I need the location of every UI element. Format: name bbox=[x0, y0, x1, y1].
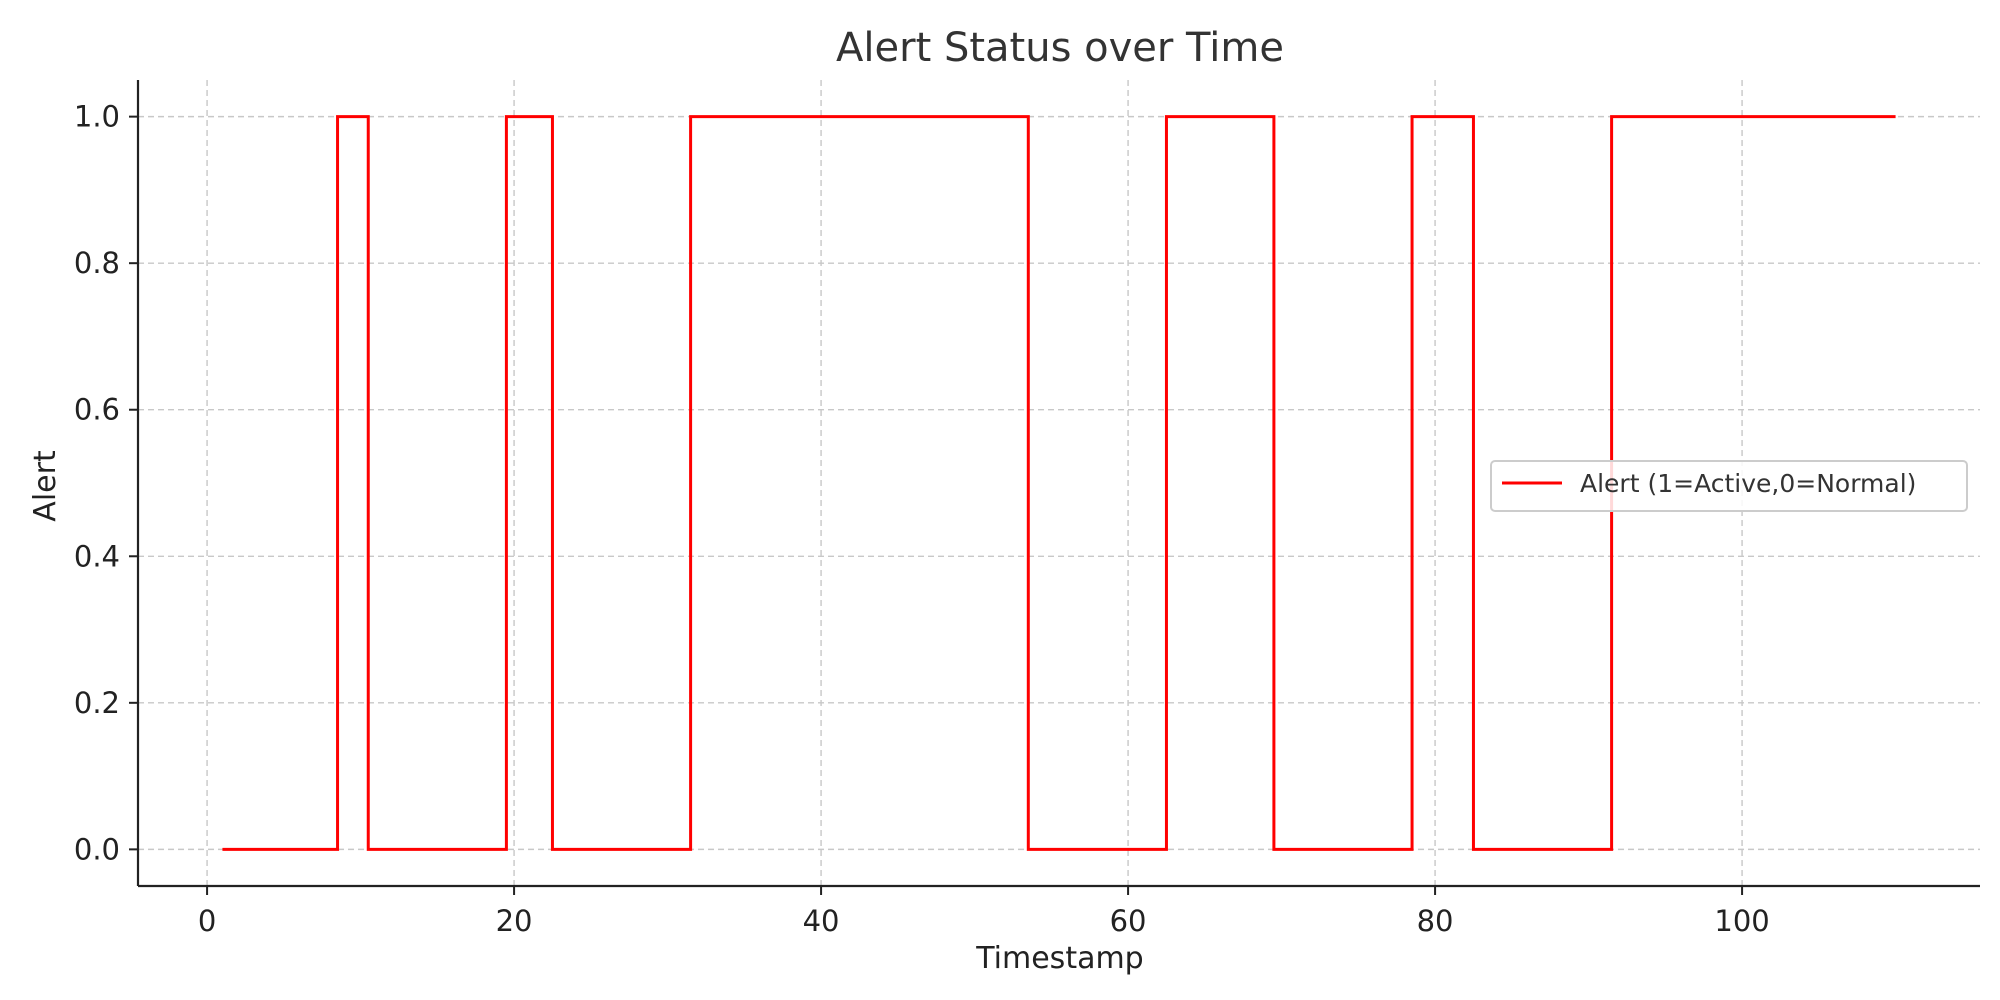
legend-box bbox=[1490, 460, 1968, 512]
axes bbox=[136, 80, 1980, 888]
x-tick-label: 20 bbox=[496, 904, 533, 938]
x-tick-label: 0 bbox=[198, 904, 216, 938]
x-tick-label: 60 bbox=[1110, 904, 1147, 938]
x-tick-label: 80 bbox=[1417, 904, 1454, 938]
x-tick-label: 100 bbox=[1714, 904, 1769, 938]
x-axis-label: Timestamp bbox=[975, 941, 1143, 976]
x-tick-label: 40 bbox=[803, 904, 840, 938]
y-tick-label: 0.2 bbox=[74, 686, 120, 720]
chart-title: Alert Status over Time bbox=[836, 25, 1284, 71]
y-tick-label: 0.6 bbox=[74, 393, 120, 427]
alert-series-line bbox=[222, 115, 1896, 851]
y-axis-label: Alert bbox=[28, 450, 63, 522]
y-tick-label: 0.4 bbox=[74, 539, 120, 573]
y-tick-label: 0.8 bbox=[74, 246, 120, 280]
y-tick-label: 0.0 bbox=[74, 832, 120, 866]
ticks: 0 20 40 60 80 100 0.0 0.2 0.4 0.6 0.8 1.0 bbox=[74, 100, 1770, 938]
legend-label: Alert (1=Active,0=Normal) bbox=[1580, 469, 1916, 498]
series bbox=[222, 115, 1896, 851]
y-tick-label: 1.0 bbox=[74, 100, 120, 134]
legend: Alert (1=Active,0=Normal) bbox=[1490, 460, 1968, 512]
